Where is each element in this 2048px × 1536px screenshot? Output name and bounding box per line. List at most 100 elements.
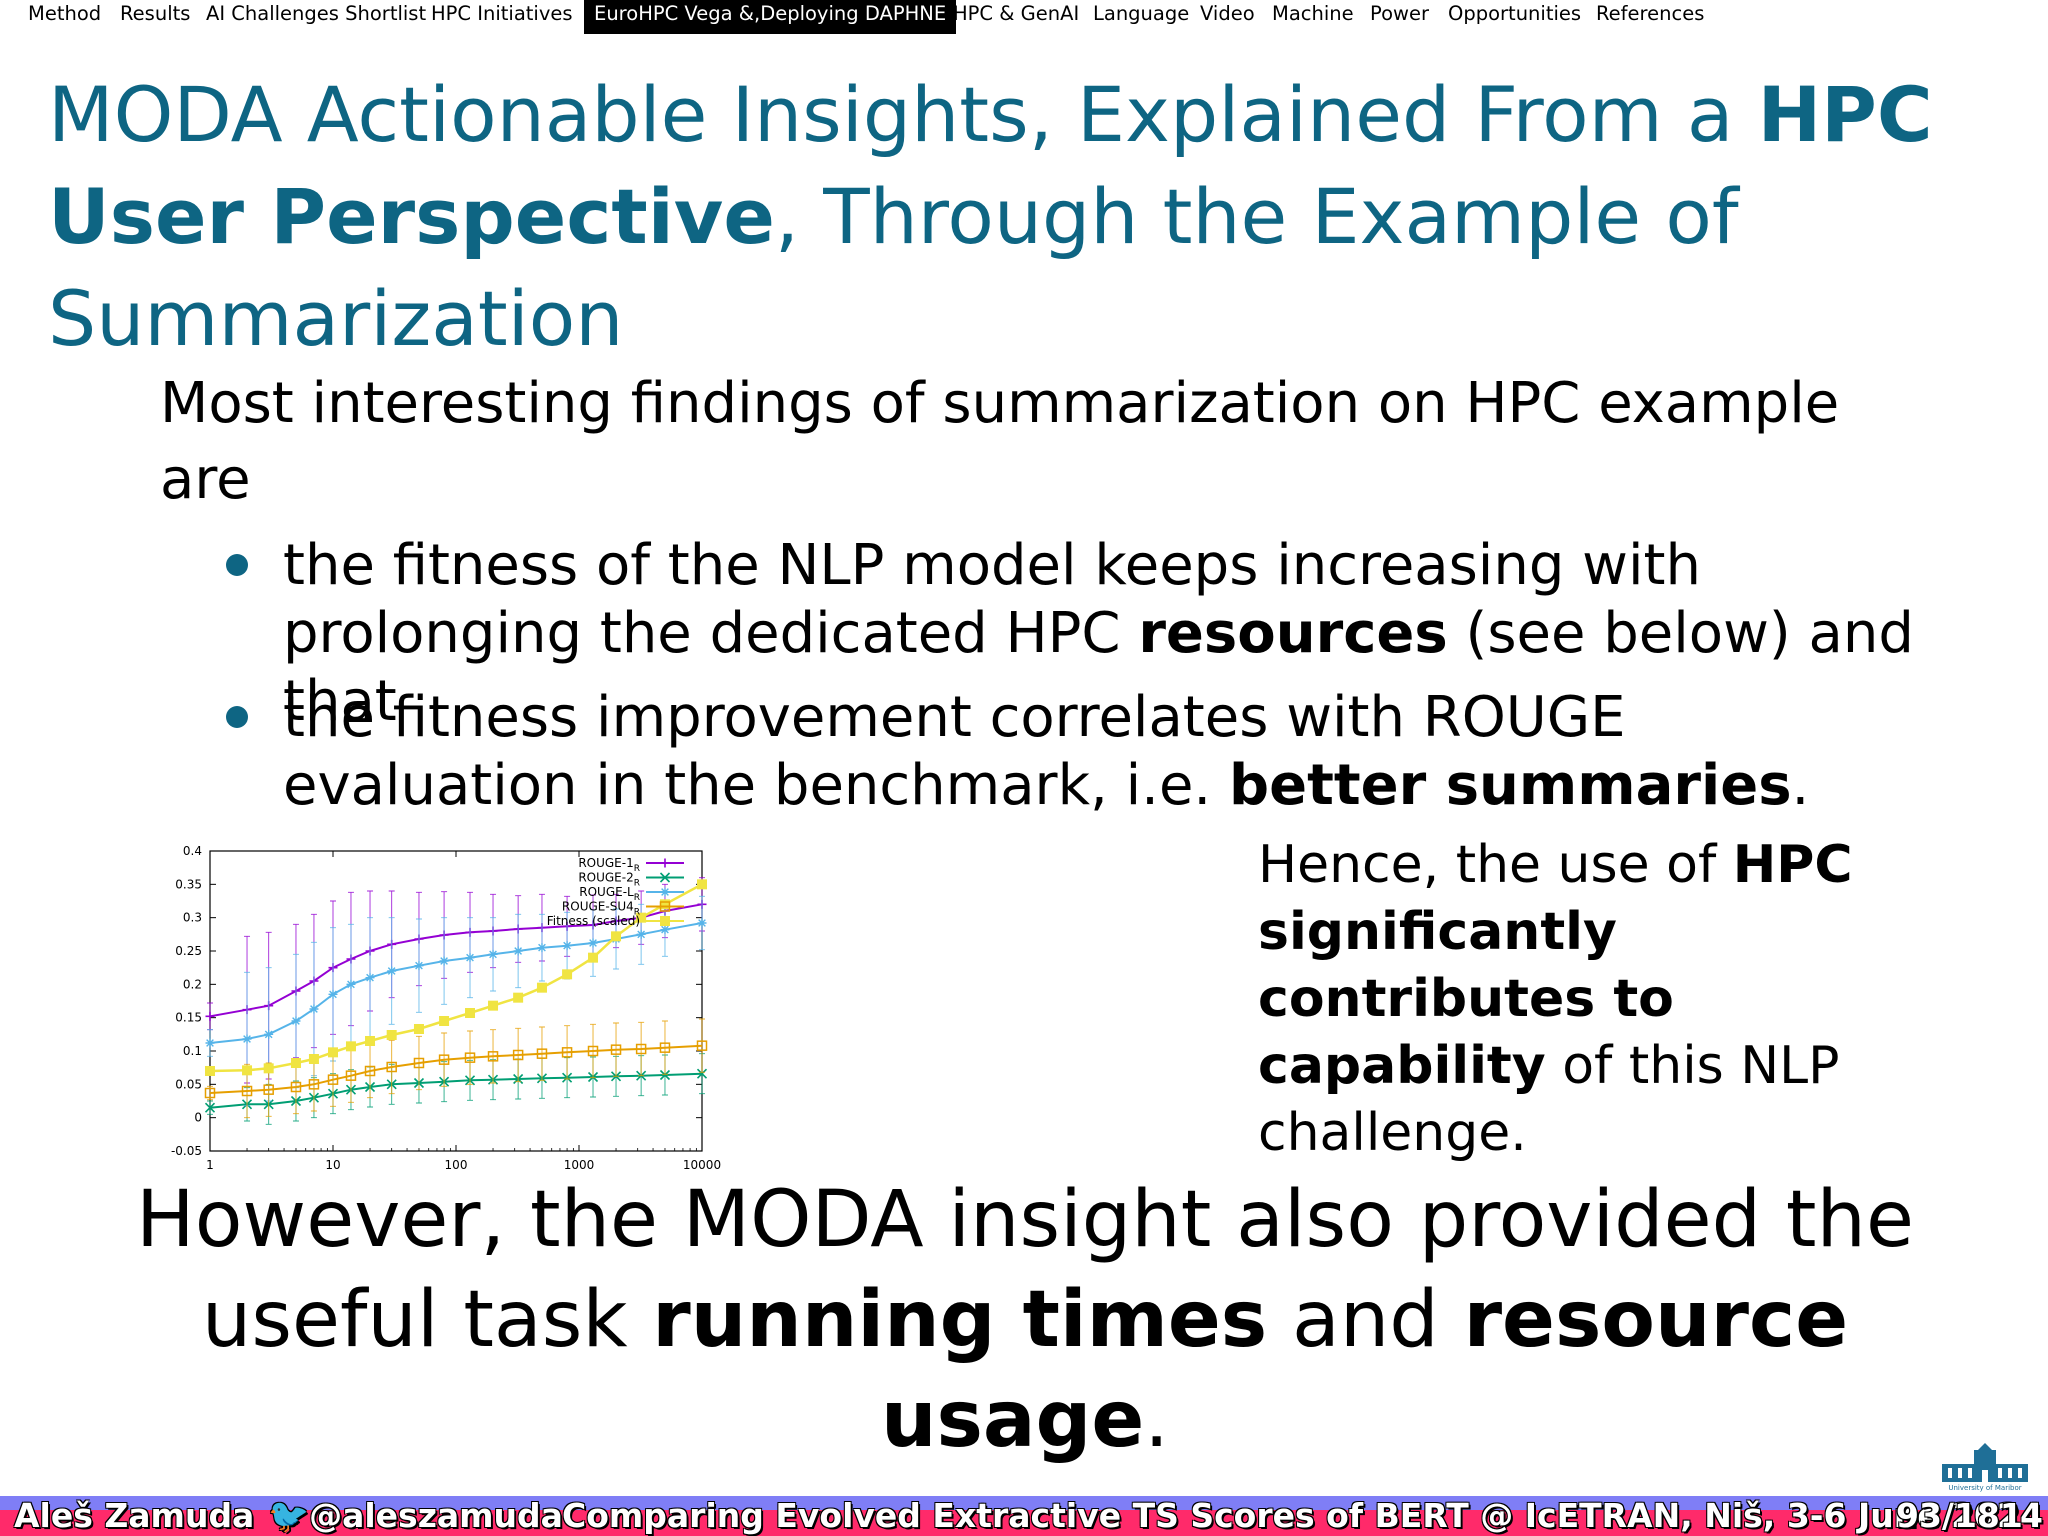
data-point-rouge-l: [346, 979, 356, 989]
nav-item-video[interactable]: Video: [1200, 2, 1255, 25]
bullet-2-post: .: [1791, 753, 1810, 818]
however-bold-1: running times: [652, 1275, 1268, 1365]
nav-item-ai-challenges[interactable]: AI Challenges Shortlist: [206, 2, 427, 25]
data-point-rouge-l: [264, 1029, 274, 1039]
footer-stripe-red: [0, 1510, 2048, 1536]
nav-item-hpc-initiatives[interactable]: HPC Initiatives: [431, 2, 573, 25]
data-point-rouge-su4: [204, 1087, 216, 1099]
data-point-rouge-su4: [386, 1061, 397, 1073]
y-tick-label: -0.05: [171, 1144, 202, 1158]
nav-item-opportunities[interactable]: Opportunities: [1448, 2, 1582, 25]
legend-subscript: R: [634, 893, 640, 903]
y-tick-label: 0.25: [175, 944, 202, 958]
data-point-rouge-l: [488, 949, 498, 959]
slide-title: MODA Actionable Insights, Explained From…: [48, 64, 1988, 370]
data-point-rouge-l: [291, 1016, 301, 1026]
data-point-rouge-su4: [345, 1070, 357, 1081]
legend-subscript: R: [634, 879, 640, 889]
footer-talk-title: Comparing Evolved Extractive TS Scores o…: [562, 1496, 2043, 1535]
x-tick-label: 10: [325, 1158, 340, 1172]
data-point-rouge-su4: [587, 1045, 599, 1057]
series-line-rouge-su4: [209, 1044, 703, 1094]
data-point-rouge-su4: [413, 1057, 425, 1069]
x-tick-label: 1000: [564, 1158, 595, 1172]
legend-marker-rouge-1: [660, 858, 670, 868]
nav-item-machine[interactable]: Machine: [1272, 2, 1354, 25]
data-point-rouge-su4: [438, 1054, 450, 1065]
however-pre: However, the MODA insight also provided …: [136, 1175, 1914, 1365]
data-point-fitness-scaled: [290, 1058, 301, 1068]
data-point-rouge-l: [242, 1034, 252, 1044]
bullet-1-bold: resources: [1138, 601, 1448, 666]
data-point-rouge-su4: [290, 1081, 302, 1093]
data-point-rouge-su4: [610, 1044, 622, 1055]
title-part2: , Through the Example of Summarization: [48, 172, 1739, 363]
data-point-rouge-2: [696, 1068, 708, 1079]
data-point-rouge-2: [659, 1069, 671, 1081]
however-mid: and: [1267, 1275, 1464, 1365]
data-point-rouge-l: [205, 1038, 215, 1048]
legend-marker-rouge-su4: [659, 901, 671, 912]
nav-item-power[interactable]: Power: [1370, 2, 1429, 25]
hence-post: of this NLP challenge.: [1258, 1036, 1840, 1163]
legend-subscript: R: [634, 908, 640, 918]
nav-item-results[interactable]: Results: [120, 2, 191, 25]
data-point-rouge-l: [465, 953, 475, 963]
nav-item-language[interactable]: Language: [1093, 2, 1190, 25]
legend-marker-fitness-scaled: [660, 916, 670, 926]
however-post: .: [1144, 1375, 1170, 1465]
data-point-fitness-scaled: [697, 879, 707, 890]
data-point-rouge-su4: [635, 1043, 647, 1055]
data-point-fitness-scaled: [611, 931, 622, 942]
y-tick-label: 0.2: [183, 977, 202, 991]
title-bold: HPC User Perspective: [48, 70, 1933, 261]
footer-stripe-blue: [0, 1496, 2048, 1510]
hence-text: Hence, the use of HPC significantly cont…: [1258, 832, 1898, 1167]
bullet-2-bold: better summaries: [1229, 753, 1792, 818]
intro-text: Most interesting findings of summarizati…: [160, 371, 1840, 512]
data-point-rouge-su4: [263, 1084, 274, 1095]
data-point-fitness-scaled: [488, 1000, 499, 1011]
data-point-rouge-su4: [308, 1079, 320, 1090]
data-point-fitness-scaled: [562, 969, 573, 980]
however-bold-2: resource usage: [880, 1275, 1849, 1465]
y-tick-label: 0.35: [175, 877, 202, 891]
data-point-rouge-l: [562, 941, 572, 951]
data-point-rouge-l: [365, 973, 375, 983]
data-point-rouge-l: [588, 938, 598, 948]
data-point-fitness-scaled: [308, 1054, 319, 1064]
title-part1: MODA Actionable Insights, Explained From…: [48, 70, 1758, 159]
legend-subscript: R: [634, 864, 640, 874]
x-tick-label: 100: [445, 1158, 468, 1172]
legend-label-rouge-su4: ROUGE-SU4R: [562, 900, 640, 918]
bullet-item-1: the fitness of the NLP model keeps incre…: [283, 532, 1923, 736]
legend-label-fitness-scaled: Fitness (scaled): [547, 914, 640, 928]
bullet-dot-icon: [226, 706, 248, 728]
footer-twitter[interactable]: 🐦@aleszamuda: [268, 1498, 563, 1534]
data-point-fitness-scaled: [439, 1016, 450, 1026]
logo-caption: University of Maribor: [1948, 1484, 2021, 1492]
nav-item-eurohpc-vega[interactable]: EuroHPC Vega &,Deploying DAPHNE: [584, 0, 957, 34]
data-point-rouge-2: [204, 1102, 216, 1113]
data-point-rouge-l: [697, 918, 707, 928]
data-point-rouge-su4: [512, 1049, 524, 1061]
legend-label-rouge-1: ROUGE-1R: [578, 856, 640, 874]
data-point-rouge-l: [439, 956, 449, 966]
data-point-fitness-scaled: [345, 1041, 356, 1052]
data-point-rouge-su4: [327, 1074, 339, 1085]
data-point-rouge-1: [205, 1011, 215, 1021]
bullet-1-post: (see below) and that: [283, 601, 1914, 734]
nav-item-method[interactable]: Method: [28, 2, 102, 25]
legend-label-rouge-l: ROUGE-LR: [579, 885, 640, 903]
nav-item-references[interactable]: References: [1596, 2, 1705, 25]
hence-bold: HPC significantly contributes to capabil…: [1258, 835, 1853, 1096]
y-tick-label: 0.1: [183, 1044, 202, 1058]
data-point-fitness-scaled: [536, 982, 547, 993]
nav-item-hpc-genai[interactable]: HPC & GenAI: [953, 2, 1080, 25]
university-logo: University of Maribor: [1942, 1443, 2028, 1492]
data-point-fitness-scaled: [386, 1030, 397, 1040]
data-point-fitness-scaled: [588, 952, 599, 963]
however-text: However, the MODA insight also provided …: [100, 1170, 1950, 1470]
data-point-rouge-l: [537, 943, 547, 953]
data-point-rouge-su4: [659, 1042, 671, 1053]
